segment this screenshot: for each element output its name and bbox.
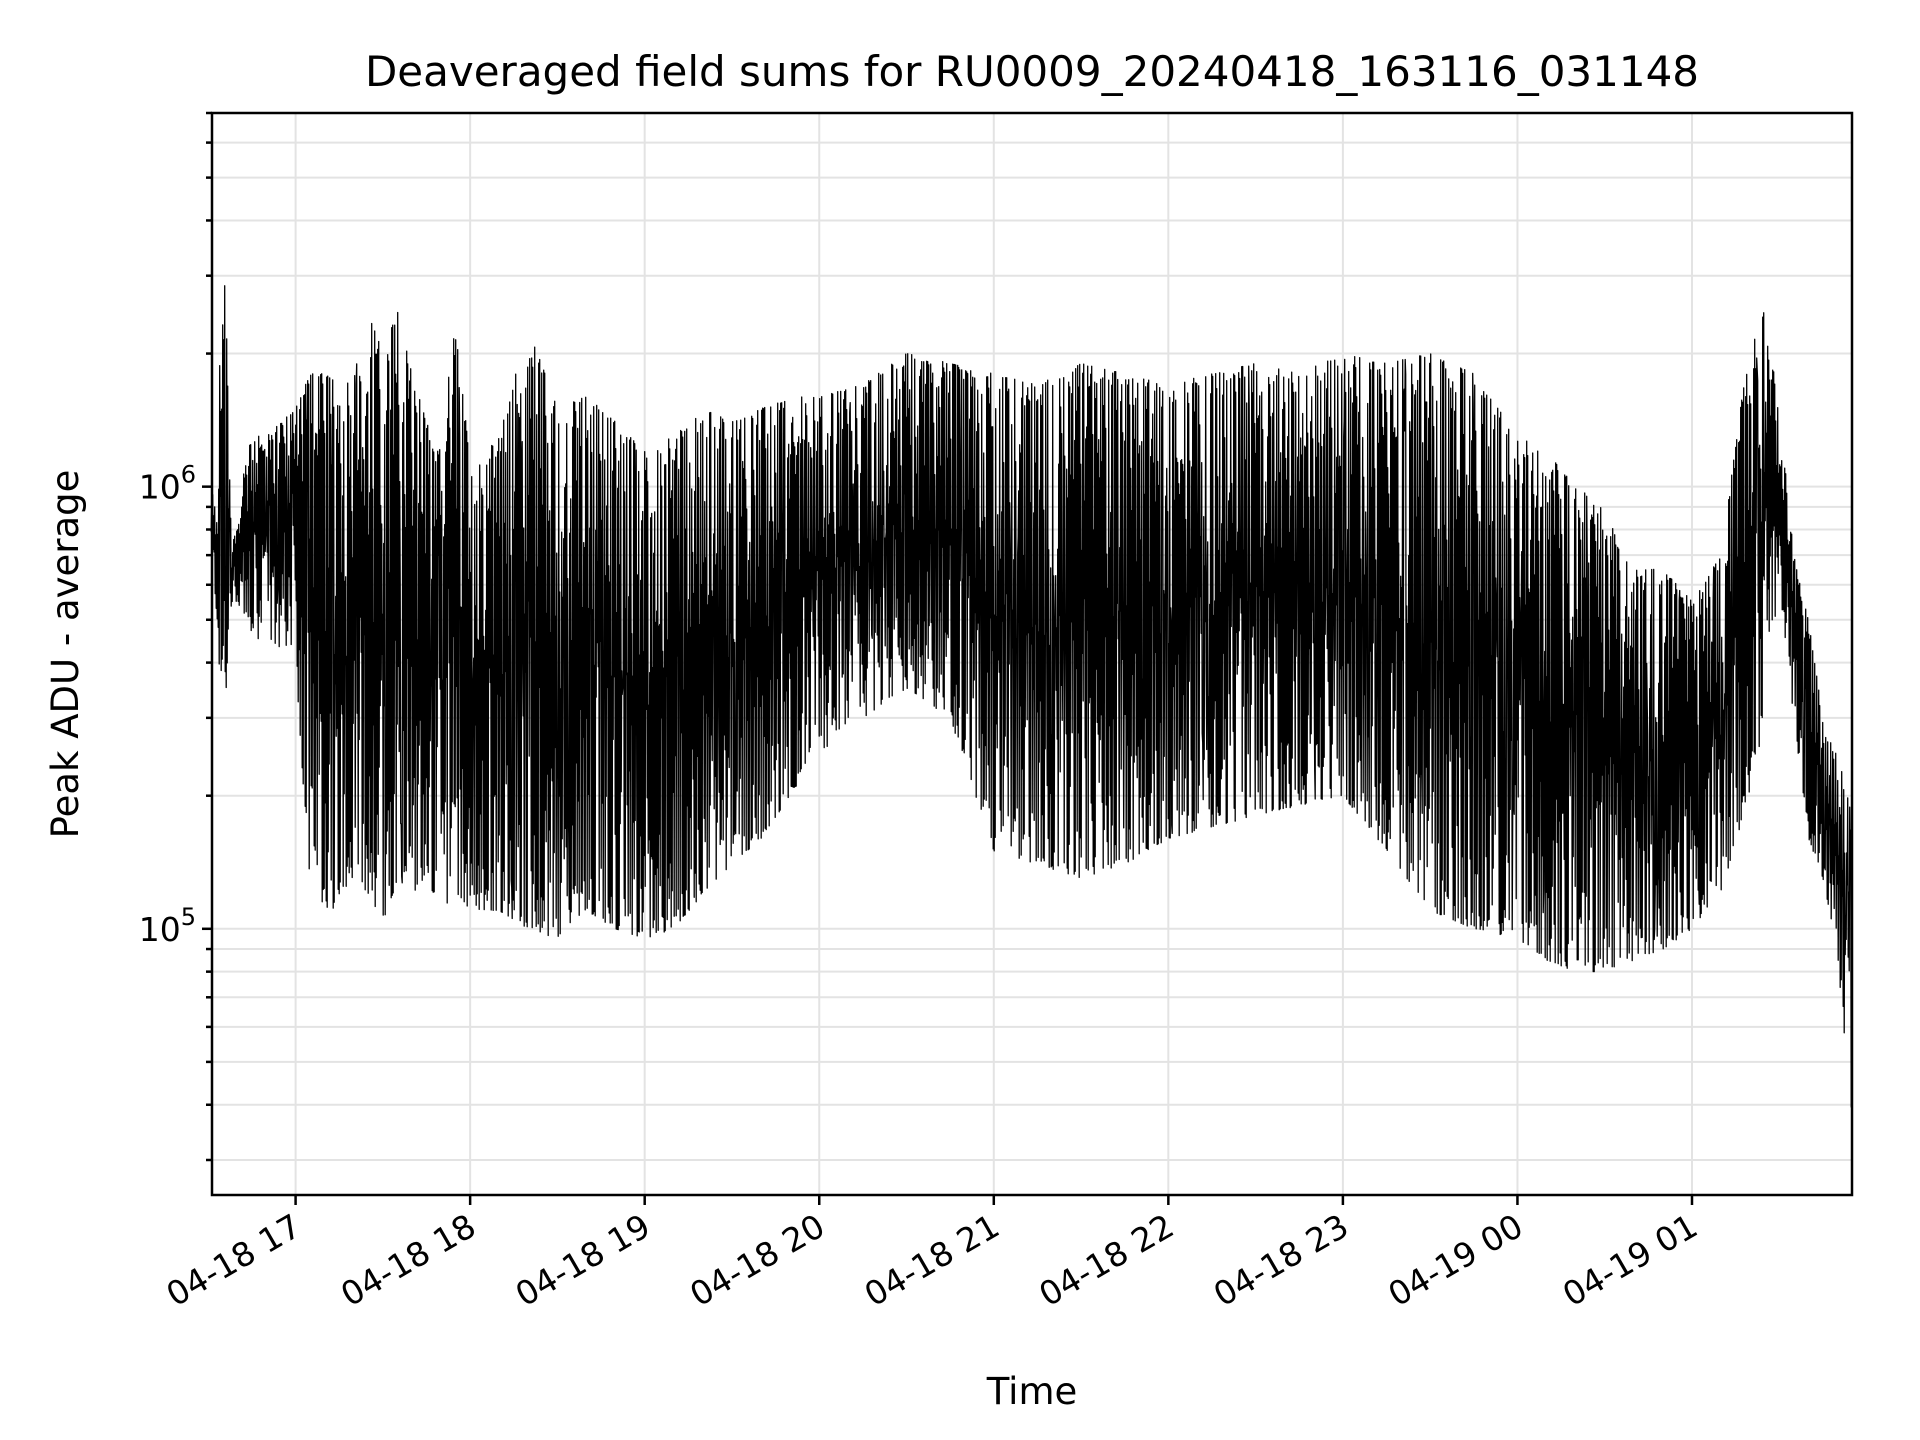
axes-frame [210, 111, 1854, 1197]
x-axis-label: Time [986, 1370, 1078, 1413]
chart-title: Deaveraged field sums for RU0009_2024041… [365, 47, 1699, 96]
y-tick-label: 106 [139, 461, 196, 507]
y-tick-label: 105 [139, 903, 196, 949]
series-line [210, 285, 1853, 1108]
plot-area [210, 285, 1853, 1108]
y-axis-label: Peak ADU - average [44, 470, 87, 839]
